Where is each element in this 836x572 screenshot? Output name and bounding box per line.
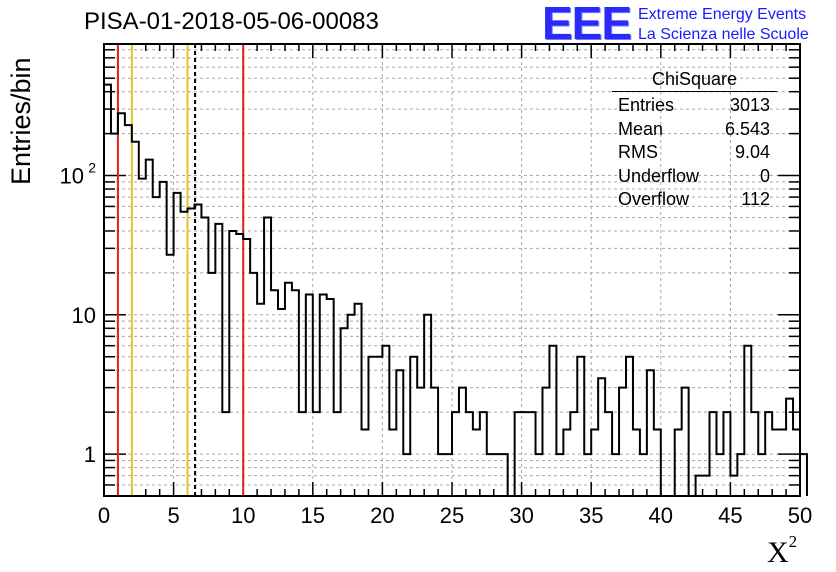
x-tick-label: 10 (231, 503, 255, 528)
stats-value: 9.04 (734, 142, 770, 162)
stats-row-underflow: Underflow 0 (612, 165, 777, 189)
stats-row-mean: Mean 6.543 (612, 118, 777, 142)
stats-row-overflow: Overflow 112 (612, 188, 777, 212)
y-tick-superscript: 2 (88, 160, 96, 176)
y-axis-label: Entries/bin (6, 57, 36, 185)
x-axis-label-superscript: 2 (788, 532, 798, 551)
x-tick-label: 5 (167, 503, 179, 528)
chart-title: PISA-01-2018-05-06-00083 (84, 8, 379, 35)
logo-mark: EEE (542, 0, 632, 49)
x-tick-label: 0 (98, 503, 110, 528)
x-tick-label: 35 (579, 503, 603, 528)
y-tick-label: 1 (84, 442, 96, 467)
x-tick-label: 50 (788, 503, 812, 528)
x-tick-label: 20 (370, 503, 394, 528)
stats-row-entries: Entries 3013 (612, 94, 777, 118)
logo-line-1: Extreme Energy Events (638, 6, 807, 23)
x-axis-label: X2 (767, 532, 797, 570)
stats-value: 112 (741, 189, 770, 209)
x-tick-label: 15 (301, 503, 325, 528)
stats-label: Mean (618, 118, 664, 139)
x-tick-label: 45 (718, 503, 742, 528)
stats-box: ChiSquare Entries 3013 Mean 6.543 RMS 9.… (612, 68, 777, 212)
y-tick-label: 10 (72, 303, 96, 328)
stats-label: Entries (618, 95, 675, 115)
stats-label: RMS (618, 142, 658, 162)
x-tick-label: 40 (649, 503, 673, 528)
stats-value: 0 (759, 165, 770, 186)
plot-frame (103, 43, 801, 497)
stats-value: 6.543 (724, 118, 770, 139)
histogram-line (103, 83, 808, 497)
x-axis-label-base: X (767, 536, 789, 569)
stats-label: Underflow (618, 165, 700, 186)
stats-row-rms: RMS 9.04 (612, 141, 777, 165)
x-tick-label: 25 (440, 503, 464, 528)
stats-title: ChiSquare (612, 68, 777, 92)
x-tick-label: 30 (509, 503, 533, 528)
reference-lines (116, 44, 245, 496)
grid (104, 44, 800, 497)
logo-line-2: La Scienza nelle Scuole (638, 26, 809, 43)
stats-value: 3013 (729, 95, 770, 115)
y-tick-label: 10 (60, 164, 84, 189)
stats-label: Overflow (618, 189, 690, 209)
